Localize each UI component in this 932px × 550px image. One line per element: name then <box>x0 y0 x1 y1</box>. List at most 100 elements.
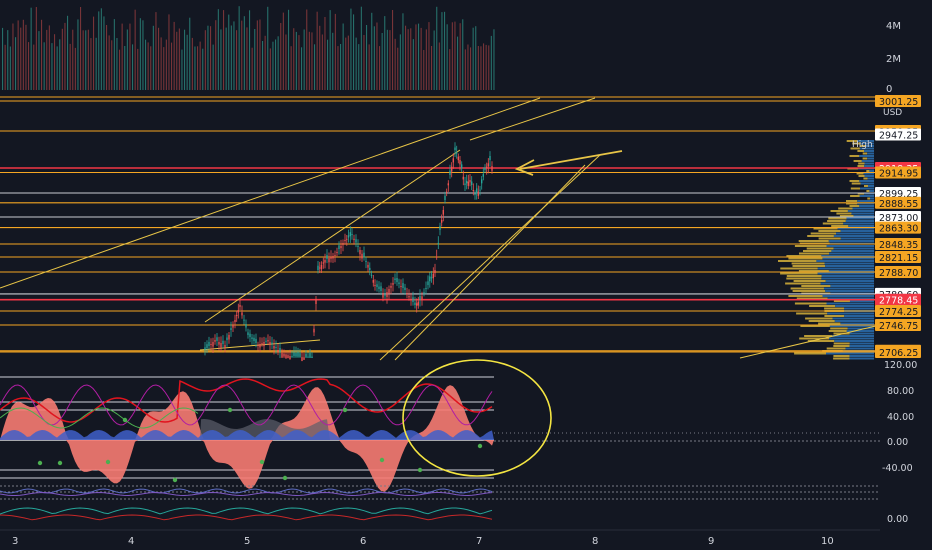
volume-bar <box>106 25 108 90</box>
volume-bar <box>178 28 180 90</box>
profile-bar-yellow <box>786 255 822 257</box>
price-label-box <box>875 293 921 306</box>
volume-bar <box>449 49 451 90</box>
candle-body <box>218 342 220 345</box>
horizontal-levels <box>0 96 880 353</box>
arrow-annotation <box>514 150 623 176</box>
price-label-box <box>875 319 921 331</box>
candle-body <box>477 191 479 196</box>
volume-bar <box>405 25 407 91</box>
candle-body <box>299 353 301 357</box>
volume-bar <box>277 36 279 90</box>
candle-body <box>206 344 208 348</box>
candle-body <box>344 240 346 241</box>
volume-bar <box>490 35 492 90</box>
candle-body <box>374 285 376 286</box>
profile-bar-yellow <box>791 262 825 265</box>
profile-bar-blue <box>826 352 874 355</box>
oscillator-pane[interactable]: 120.00 80.00 40.00 0.00 -40.00 <box>0 359 917 492</box>
profile-bar-yellow <box>853 160 862 162</box>
price-label-box <box>875 346 921 358</box>
candle-body <box>452 158 454 163</box>
candle-body <box>384 294 386 296</box>
volume-bar <box>147 42 149 90</box>
volume-bar <box>485 44 487 90</box>
candle-body <box>346 238 348 240</box>
price-pane[interactable]: USD High 3001.252950.252947.252918.35291… <box>0 95 921 362</box>
volume-bar <box>220 29 222 90</box>
profile-bar-yellow <box>805 317 833 320</box>
profile-bar-yellow <box>786 277 822 280</box>
volume-bar <box>345 37 347 90</box>
candle-body <box>243 319 245 321</box>
profile-bar-blue <box>849 357 874 360</box>
oscillator-dot <box>259 459 265 465</box>
profile-bar-blue <box>847 210 874 212</box>
profile-bar-yellow <box>792 290 826 292</box>
profile-bar-blue <box>832 335 874 337</box>
profile-bar-blue <box>864 175 874 177</box>
volume-bar <box>446 24 448 90</box>
oscillator-dot <box>57 460 63 466</box>
candle-body <box>336 252 338 253</box>
profile-bar-blue <box>859 205 874 207</box>
profile-bar-blue <box>820 282 874 285</box>
candle-body <box>472 190 474 191</box>
volume-bar <box>350 8 352 91</box>
price-label-text: 2778.45 <box>879 296 918 307</box>
candle-body <box>212 342 214 347</box>
volume-bar <box>163 47 165 90</box>
profile-bar-yellow <box>790 287 824 290</box>
profile-bar-blue <box>833 247 874 250</box>
volume-bar <box>256 20 258 90</box>
price-label-box <box>875 221 921 234</box>
lower-red-line <box>0 514 493 521</box>
price-label-box <box>875 211 921 223</box>
volume-bar <box>366 25 368 90</box>
price-label-box <box>875 266 921 278</box>
price-label-text: 2848.35 <box>879 240 918 251</box>
lower-indicator-pane[interactable]: 0.00 <box>0 485 908 525</box>
candle-body <box>367 265 369 268</box>
volume-bar <box>298 35 300 90</box>
candle-body <box>216 337 218 341</box>
volume-bar <box>46 29 48 90</box>
profile-bar-yellow <box>863 177 868 180</box>
oscillator-axis-label: -40.00 <box>882 463 913 474</box>
profile-bar-blue <box>849 332 874 335</box>
candle-body <box>261 343 263 344</box>
profile-bar-blue <box>821 275 874 277</box>
profile-bar-yellow <box>862 157 868 160</box>
volume-bar <box>87 29 89 90</box>
volume-bar <box>100 8 102 90</box>
candle-body <box>423 292 425 294</box>
volume-bar <box>337 46 339 90</box>
oscillator-dot <box>37 460 43 466</box>
candle-body <box>287 355 289 359</box>
candle-body <box>353 238 355 240</box>
profile-bar-yellow <box>818 322 841 325</box>
profile-bar-yellow <box>788 295 823 297</box>
volume-bar <box>93 16 95 91</box>
candle-body <box>486 166 488 169</box>
volume-bar <box>20 27 22 91</box>
trend-line <box>739 324 881 359</box>
volume-bar <box>12 23 14 90</box>
volume-bar <box>225 27 227 91</box>
candle-body <box>295 352 297 357</box>
volume-bar <box>41 19 43 90</box>
volume-bar <box>249 10 251 90</box>
volume-bar <box>290 46 292 90</box>
volume-bar <box>493 29 495 90</box>
volume-bar <box>301 47 303 90</box>
volume-bar <box>264 35 266 90</box>
candle-body <box>419 296 421 300</box>
volume-bar <box>475 26 477 90</box>
volume-bar <box>168 14 170 90</box>
volume-bar <box>368 44 370 90</box>
volume-bar <box>321 34 323 90</box>
profile-bar-yellow <box>828 217 847 220</box>
candle-body <box>273 346 275 349</box>
candle-body <box>439 225 441 230</box>
